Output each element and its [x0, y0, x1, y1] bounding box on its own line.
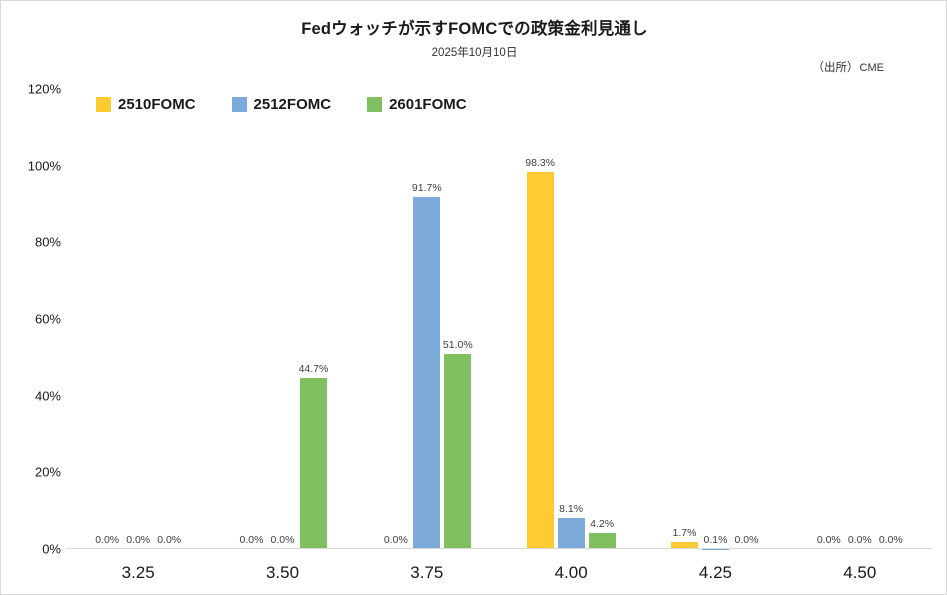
x-axis-tick-label: 4.00	[554, 563, 588, 582]
legend-label: 2510FOMC	[118, 96, 196, 113]
bar-slot: 0.0%	[382, 89, 409, 549]
y-axis-tick-label: 40%	[34, 388, 61, 404]
x-axis-line	[66, 548, 932, 549]
bar-slot: 8.1%	[557, 89, 585, 549]
x-axis-tick-label: 3.50	[265, 563, 300, 582]
bar-value-label: 98.3%	[525, 157, 556, 170]
bar-value-label: 51.0%	[442, 338, 473, 351]
x-axis-tick-label: 4.25	[698, 563, 733, 582]
bar-value-label: 4.2%	[590, 517, 615, 530]
x-axis-tick-label: 4.50	[843, 563, 877, 582]
bar-value-label: 0.0%	[734, 534, 759, 546]
chart-subtitle: 2025年10月10日	[431, 47, 518, 59]
source-label: （出所）	[812, 62, 859, 74]
bar-slot: 4.2%	[588, 89, 616, 549]
bar-slot: 98.3%	[525, 89, 556, 549]
plot-area: 0.0% 0.0% 0.0% 0.0% 0.0% 44.7% 0.0% 91.7% 51.0% 9…	[66, 89, 932, 549]
bar-groups: 0.0% 0.0% 0.0% 0.0% 0.0% 44.7% 0.0% 91.7% 51.0% 9…	[66, 89, 932, 549]
bar-value-label: 8.1%	[559, 502, 584, 515]
legend-label: 2512FOMC	[253, 96, 332, 113]
source-note: （出所）CME	[813, 59, 884, 75]
bar-slot: 91.7%	[411, 89, 442, 549]
y-axis-tick-label: 60%	[34, 311, 61, 327]
bar-slot: 0.0%	[846, 89, 873, 549]
bar-slot: 0.0%	[877, 89, 904, 549]
bar[interactable]	[444, 353, 472, 549]
bar[interactable]	[413, 197, 441, 549]
legend-swatch-icon	[96, 97, 111, 112]
bar-value-label: 44.7%	[298, 362, 329, 375]
bar-slot: 0.1%	[701, 89, 729, 549]
bar-group: 0.0% 0.0% 0.0%	[66, 89, 210, 549]
bar-slot: 0.0%	[815, 89, 842, 549]
bar-group: 0.0% 91.7% 51.0%	[355, 89, 499, 549]
bar-slot: 0.0%	[733, 89, 760, 549]
bar-value-label: 0.0%	[239, 534, 264, 546]
bar-group: 0.0% 0.0% 0.0%	[788, 89, 932, 549]
x-axis-tick-label: 3.25	[121, 563, 155, 582]
bar-group: 98.3% 8.1% 4.2%	[499, 89, 643, 549]
bar-slot: 0.0%	[94, 89, 121, 549]
bar[interactable]	[670, 542, 698, 549]
bar-slot: 0.0%	[269, 89, 296, 549]
bar[interactable]	[557, 517, 585, 549]
y-axis: 0% 20% 40% 60% 80% 100% 120%	[1, 82, 61, 557]
y-axis-tick-label: 0%	[42, 541, 61, 557]
chart-title: Fedウォッチが示すFOMCでの政策金利見通し	[301, 20, 648, 38]
legend-swatch-icon	[367, 97, 383, 112]
legend-item[interactable]: 2510FOMC	[96, 96, 196, 113]
bar-value-label: 0.0%	[157, 534, 182, 546]
bar[interactable]	[299, 377, 327, 549]
bar-value-label: 91.7%	[411, 182, 442, 195]
y-axis-tick-label: 120%	[27, 81, 61, 97]
bar-slot: 51.0%	[442, 89, 473, 549]
chart-legend: 2510FOMC 2512FOMC 2601FOMC	[96, 96, 467, 113]
x-axis-tick-label: 3.75	[410, 563, 444, 582]
y-axis-tick-label: 100%	[27, 158, 61, 174]
legend-item[interactable]: 2512FOMC	[231, 96, 332, 113]
bar-value-label: 0.0%	[878, 534, 903, 546]
bar-slot: 1.7%	[670, 89, 698, 549]
bar-value-label: 0.0%	[95, 534, 120, 546]
bar-value-label: 0.0%	[847, 534, 872, 546]
bar-slot: 44.7%	[298, 89, 329, 549]
bar-value-label: 0.1%	[703, 533, 728, 546]
bar[interactable]	[526, 172, 554, 549]
y-axis-tick-label: 20%	[34, 464, 61, 480]
bar[interactable]	[588, 532, 616, 549]
bar-slot: 0.0%	[238, 89, 265, 549]
y-axis-tick-label: 80%	[34, 234, 61, 250]
x-axis: 3.25 3.50 3.75 4.00 4.25 4.50	[66, 553, 932, 593]
bar-slot: 0.0%	[125, 89, 152, 549]
bar-value-label: 0.0%	[126, 534, 151, 546]
legend-swatch-icon	[231, 97, 247, 112]
bar-group: 1.7% 0.1% 0.0%	[643, 89, 787, 549]
bar-value-label: 0.0%	[383, 534, 408, 546]
bar-value-label: 0.0%	[816, 534, 841, 546]
source-value: CME	[859, 62, 884, 74]
bar-value-label: 0.0%	[270, 534, 295, 546]
bar-slot: 0.0%	[156, 89, 183, 549]
legend-item[interactable]: 2601FOMC	[367, 96, 467, 113]
bar-value-label: 1.7%	[672, 527, 697, 540]
legend-label: 2601FOMC	[389, 96, 467, 113]
bar-group: 0.0% 0.0% 44.7%	[210, 89, 354, 549]
